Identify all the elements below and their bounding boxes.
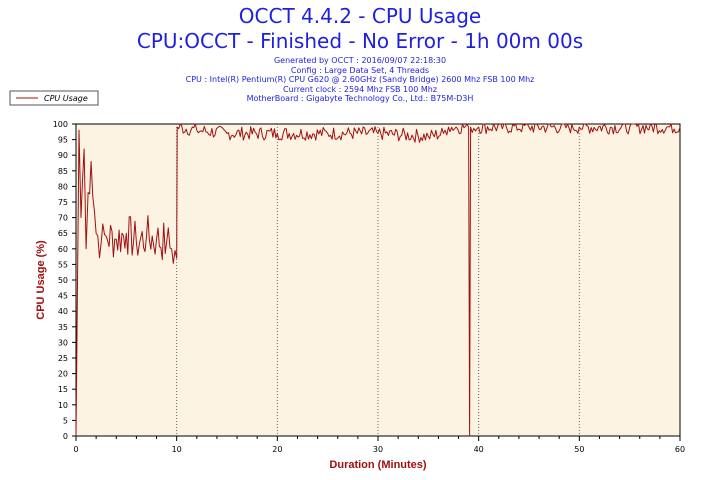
y-tick-label: 95 [58, 136, 68, 145]
legend-label: CPU Usage [44, 94, 88, 103]
y-tick-label: 15 [58, 385, 68, 394]
series-line-cpu-usage [75, 123, 681, 437]
info-motherboard: MotherBoard : Gigabyte Technology Co., L… [246, 94, 474, 103]
y-tick-label: 20 [58, 370, 68, 379]
y-tick-label: 90 [58, 151, 68, 160]
legend-box [9, 90, 99, 106]
y-tick-label: 60 [58, 245, 68, 254]
y-tick-label: 100 [53, 120, 68, 129]
x-tick-label: 50 [574, 445, 584, 454]
y-tick-label: 55 [58, 260, 68, 269]
y-tick-label: 5 [63, 416, 68, 425]
x-tick-label: 0 [73, 445, 78, 454]
y-tick-label: 50 [58, 276, 68, 285]
y-tick-label: 35 [58, 323, 68, 332]
y-tick-label: 65 [58, 229, 68, 238]
x-axis-label: Duration (Minutes) [329, 459, 426, 471]
x-tick-label: 40 [474, 445, 484, 454]
info-clock: Current clock : 2594 Mhz FSB 100 Mhz [282, 84, 438, 94]
info-generated: Generated by OCCT : 2016/09/07 22:18:30 [273, 56, 447, 65]
y-tick-label: 30 [58, 338, 68, 347]
chart-subtitle: CPU:OCCT - Finished - No Error - 1h 00m … [136, 29, 584, 53]
y-tick-label: 45 [58, 292, 68, 301]
y-tick-label: 70 [58, 214, 68, 223]
chart-title: OCCT 4.4.2 - CPU Usage [238, 4, 482, 28]
y-tick-label: 85 [58, 167, 68, 176]
y-tick-label: 10 [58, 401, 68, 410]
info-cpu: CPU : Intel(R) Pentium(R) CPU G620 @ 2.6… [185, 75, 535, 84]
info-config: Config : Large Data Set, 4 Threads [290, 65, 430, 75]
x-tick-label: 10 [172, 445, 182, 454]
y-tick-label: 80 [58, 182, 68, 191]
legend: CPU Usage [9, 90, 99, 106]
y-tick-label: 40 [58, 307, 68, 316]
y-tick-label: 0 [63, 432, 68, 441]
y-axis-label: CPU Usage (%) [35, 240, 47, 320]
x-tick-label: 20 [272, 445, 282, 454]
x-tick-label: 30 [373, 445, 383, 454]
y-tick-label: 75 [58, 198, 68, 207]
y-tick-label: 25 [58, 354, 68, 363]
x-tick-label: 60 [675, 445, 685, 454]
